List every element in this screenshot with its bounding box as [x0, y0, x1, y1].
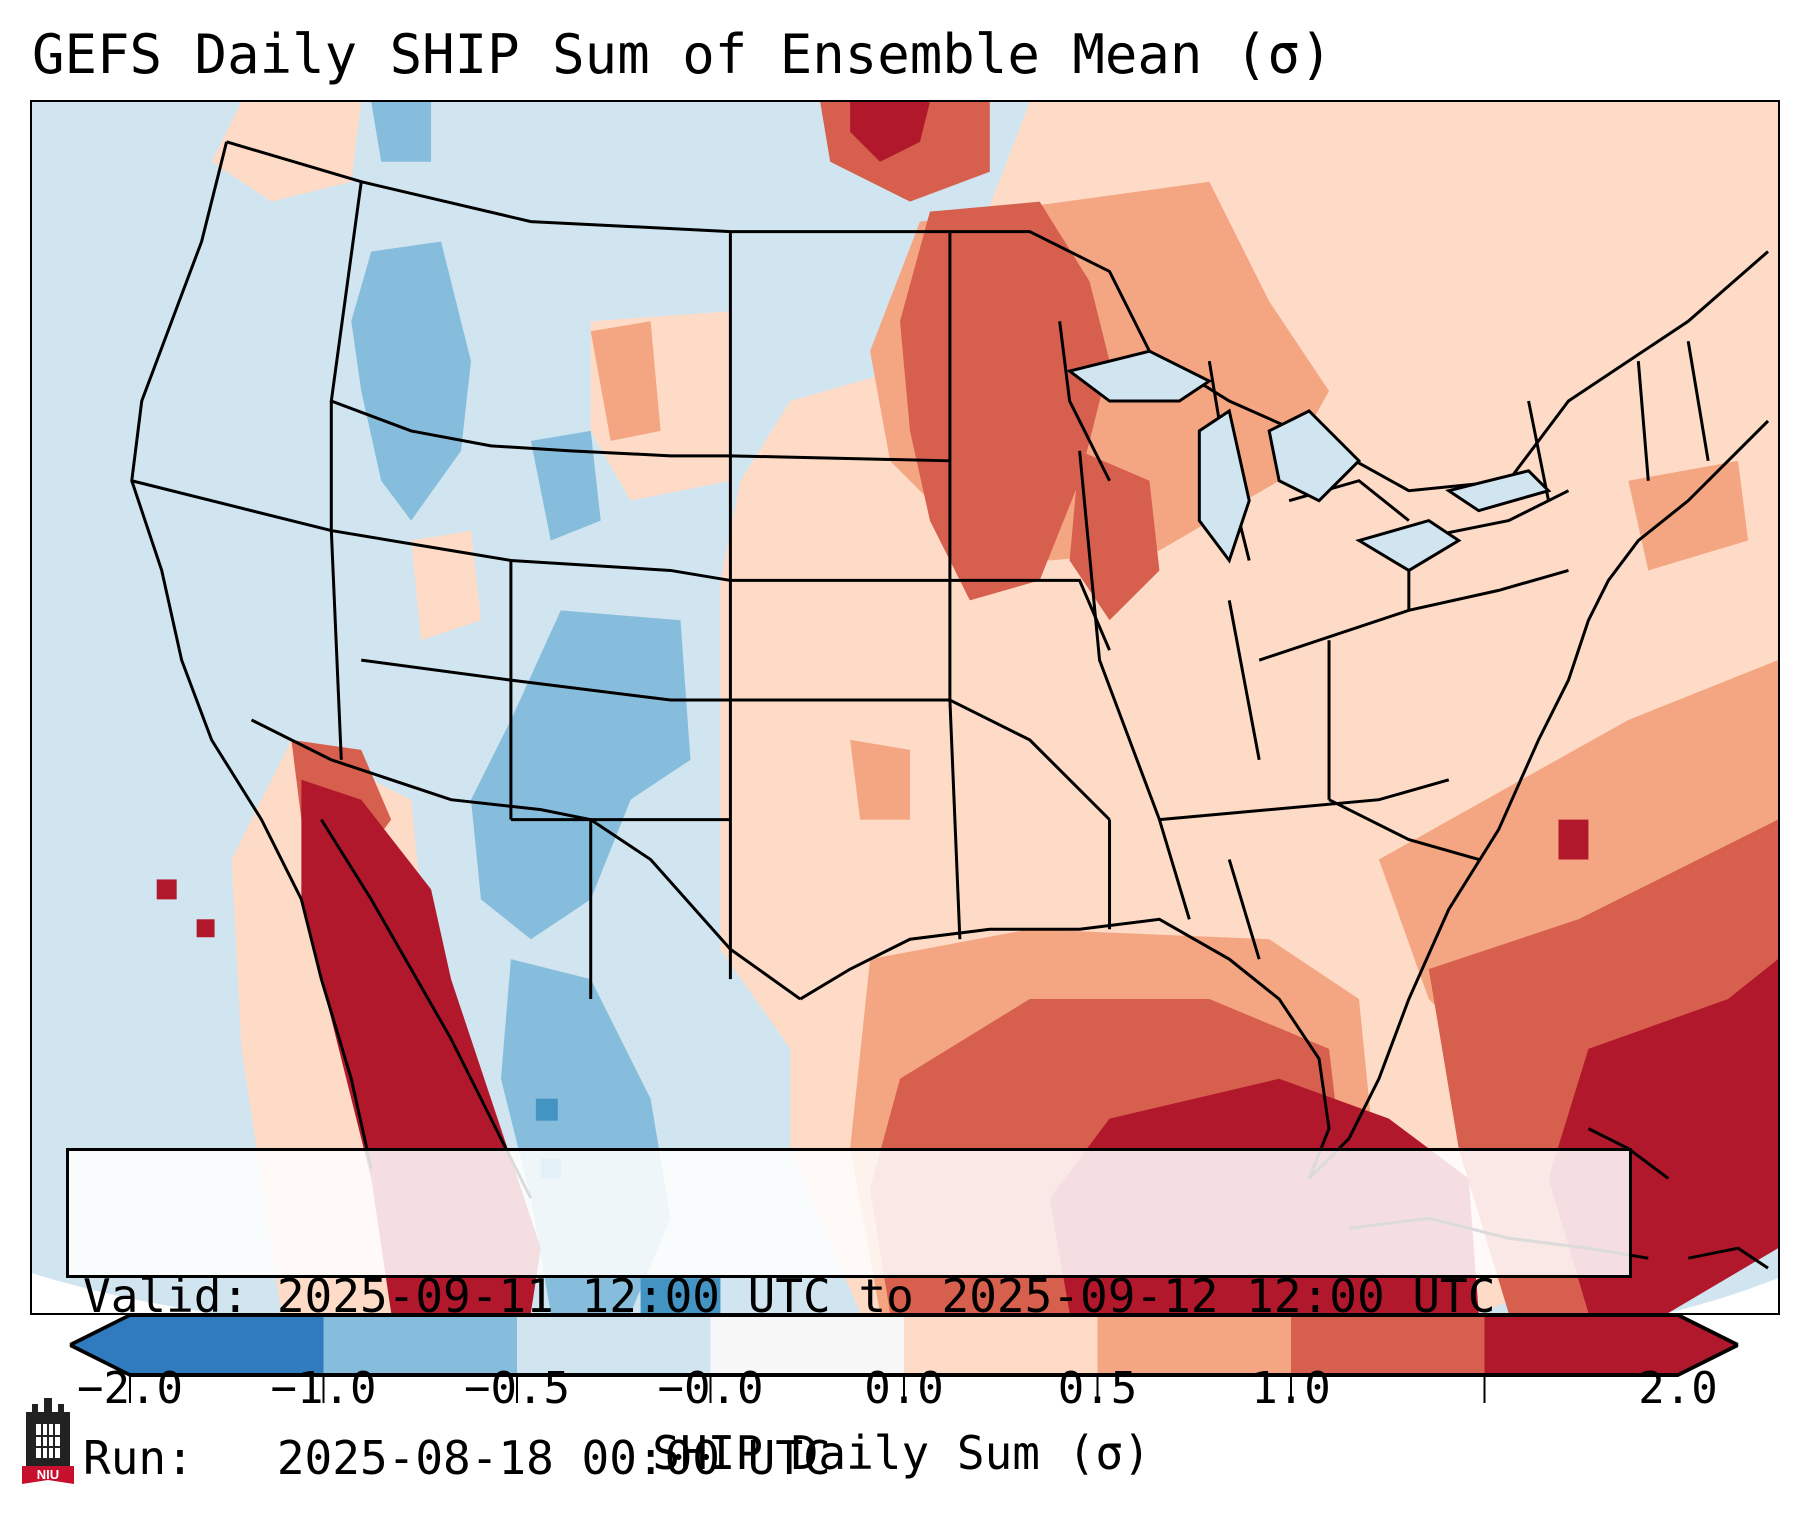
projection-edge-left — [32, 1273, 212, 1313]
niu-logo-text: NIU — [37, 1467, 59, 1482]
chart-title: GEFS Daily SHIP Sum of Ensemble Mean (σ) — [32, 23, 1333, 86]
colorbar-tick-label: 0.5 — [1057, 1363, 1138, 1414]
niu-logo-icon: NIU — [22, 1398, 74, 1484]
great-lakes — [1066, 349, 1552, 573]
colorbar — [69, 1313, 1739, 1403]
valid-run-info-box: Valid: 2025-09-11 12:00 UTC to 2025-09-1… — [66, 1148, 1632, 1485]
colorbar-tick-label: 0.0 — [864, 1363, 944, 1414]
colorbar-tick-label: 1.0 — [1251, 1363, 1331, 1414]
colorbar-extend-max — [1678, 1315, 1738, 1375]
colorbar-svg — [69, 1313, 1739, 1403]
colorbar-segment — [130, 1315, 324, 1375]
colorbar-label: SHIP Daily Sum (σ) — [652, 1426, 1151, 1480]
colorbar-tick-label: −2.0 — [77, 1363, 183, 1414]
colorbar-segment — [710, 1315, 905, 1375]
colorbar-segment — [1484, 1315, 1679, 1375]
map-panel — [30, 100, 1780, 1315]
colorbar-extend-min — [70, 1315, 130, 1375]
projection-edge-right — [1668, 1278, 1778, 1313]
colorbar-segment — [323, 1315, 518, 1375]
niu-logo: NIU — [18, 1392, 78, 1487]
run-time-line: Run: 2025-08-18 00:00 UTC — [83, 1431, 831, 1485]
colorbar-tick-label: −0.5 — [464, 1363, 570, 1414]
colorbar-segment — [1097, 1315, 1292, 1375]
colorbar-tick-label: −0.0 — [657, 1363, 764, 1414]
colorbar-segment — [1291, 1315, 1485, 1375]
colorbar-tick-label: −1.0 — [270, 1363, 377, 1414]
colorbar-segment — [904, 1315, 1098, 1375]
map-svg — [32, 102, 1778, 1313]
colorbar-tick-label: 2.0 — [1638, 1363, 1718, 1414]
colorbar-segment — [517, 1315, 711, 1375]
